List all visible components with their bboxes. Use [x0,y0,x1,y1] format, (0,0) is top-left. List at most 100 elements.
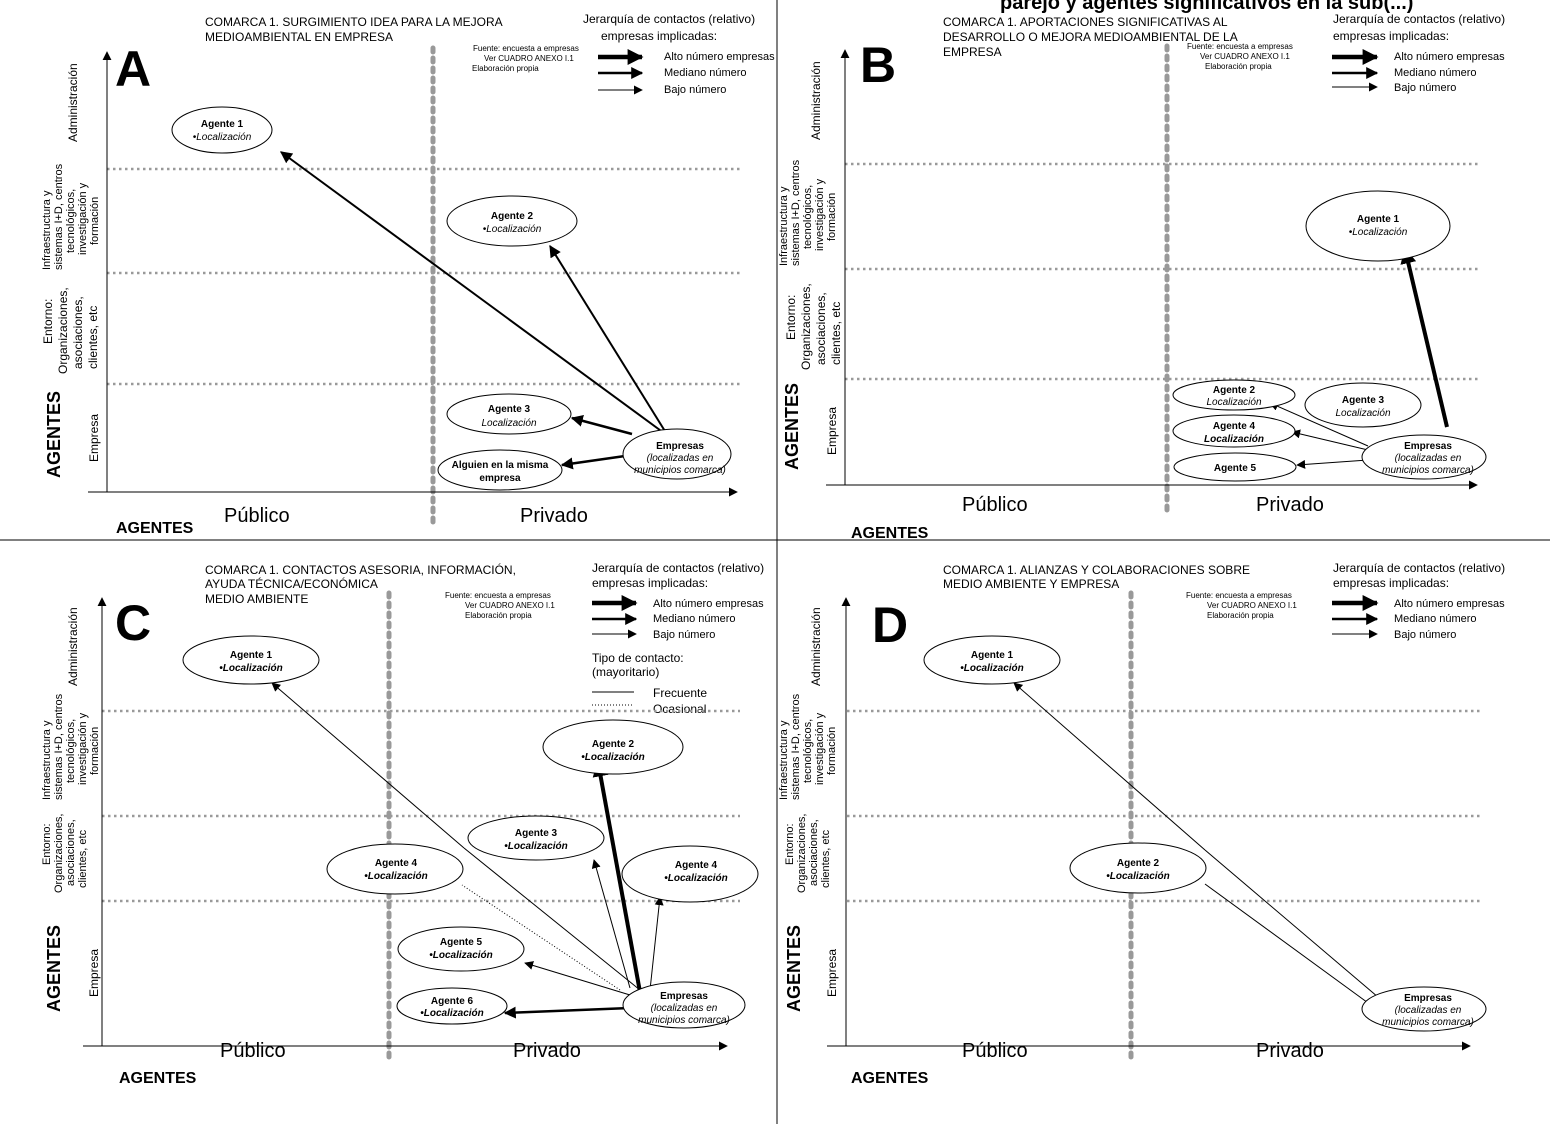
agent-location: Localización [1204,434,1264,445]
agent-node [446,195,578,247]
y-level-label: Entorno: [41,299,55,344]
companies-node [622,981,746,1029]
y-level-label: investigación y [814,712,826,785]
contact-arrow [1400,247,1449,428]
agent-location: •Localización [429,950,493,961]
y-level-label: Empresa [87,414,101,462]
panel-title-line: COMARCA 1. APORTACIONES SIGNIFICATIVAS A… [943,15,1228,29]
agent-name: Agente 1 [1357,214,1400,225]
companies-location: municipios comarca) [1382,1017,1474,1028]
y-level-label: Administración [809,607,823,686]
source-line: Elaboración propia [1207,611,1274,620]
agent-node [397,926,525,972]
agent-location: Localización [1335,408,1390,419]
agent-node [182,635,320,685]
contact-arrow [463,847,641,991]
y-level-label: Infraestructura y [41,190,53,270]
legend-label: Mediano número [1394,613,1477,625]
contact-arrow [570,414,633,436]
agent-node [171,106,273,154]
agent-name: Agente 1 [201,119,244,130]
companies-name: Empresas [1404,993,1452,1004]
agent-location: •Localización [1106,871,1170,882]
panel-title-line: MEDIO AMBIENTE [205,592,308,606]
companies-location: municipios comarca) [638,1015,730,1026]
legend-label: Bajo número [653,629,715,641]
panel-title-line: MEDIO AMBIENTE Y EMPRESA [943,577,1119,591]
y-level-label: asociaciones, [808,819,820,886]
agent-node [467,815,605,861]
contact-type-title: Tipo de contacto: [592,651,684,665]
y-level-label: formación [89,197,101,245]
agent-name: Agente 2 [1117,858,1160,869]
agent-name: Agente 6 [431,996,474,1007]
y-level-label: tecnológicos, [802,719,814,783]
agent-node [621,845,759,903]
companies-node [1361,986,1487,1032]
source-line: Fuente: encuesta a empresas [473,44,579,53]
agent-name: Agente 5 [440,937,483,948]
contact-arrow [1204,849,1386,1004]
x-axis-title: AGENTES [851,1070,929,1087]
y-level-label: Empresa [825,949,839,997]
y-level-label: Infraestructura y [778,720,790,800]
panel-letter: B [860,37,896,93]
y-level-label: clientes, etc [829,302,843,365]
y-level-label: Administración [66,63,80,142]
x-category-label: Privado [1256,494,1324,516]
legend-title: Jerarquía de contactos (relativo) [1333,561,1505,575]
x-axis-title: AGENTES [851,525,929,542]
y-level-label: Entorno: [41,823,53,865]
agent-name: Agente 1 [971,650,1014,661]
companies-location: (localizadas en [1395,1005,1462,1016]
agent-node [396,987,508,1025]
x-category-label: Público [224,505,290,527]
agent-name: Agente 2 [1213,385,1256,396]
contact-arrow [1296,459,1369,469]
y-level-label: sistemas I+D, centros [790,159,802,266]
agent-node [437,449,563,491]
contact-arrow [649,896,664,991]
agent-name: Agente 3 [1342,395,1385,406]
panel-title-line: AYUDA TÉCNICA/ECONÓMICA [205,576,378,591]
y-level-label: Entorno: [784,295,798,340]
y-level-label: Administración [66,607,80,686]
agent-location: •Localización [483,224,542,235]
agent-name: Agente 3 [515,828,558,839]
legend-title: empresas implicadas: [601,29,717,43]
companies-name: Empresas [1404,441,1452,452]
source-line: Ver CUADRO ANEXO I.1 [1207,601,1297,610]
companies-name: Empresas [660,991,708,1002]
legend-label: Alto número empresas [664,51,775,63]
legend-label: Alto número empresas [1394,51,1505,63]
y-level-label: investigación y [77,182,89,255]
panel-c: C COMARCA 1. CONTACTOS ASESORIA, INFORMA… [41,561,764,1087]
legend-label: Mediano número [664,67,747,79]
contact-arrow [1204,883,1376,1009]
y-level-label: investigación y [77,712,89,785]
agent-name: empresa [479,473,521,484]
y-level-label: tecnológicos, [802,185,814,249]
agent-node [1172,379,1296,411]
x-category-label: Privado [520,505,588,527]
panel-title-line: MEDIOAMBIENTAL EN EMPRESA [205,30,393,44]
panel-title-line: DESARROLLO O MEJORA MEDIOAMBIENTAL DE LA [943,30,1238,44]
agent-location: •Localización [364,871,428,882]
contact-arrow [560,453,633,470]
companies-node [1361,434,1487,480]
panel-title-line: COMARCA 1. CONTACTOS ASESORIA, INFORMACI… [205,562,516,577]
agent-node [446,393,572,435]
legend-label: Mediano número [1394,67,1477,79]
agent-node [1305,190,1451,262]
agent-location: •Localización [420,1008,484,1019]
agent-name: Agente 4 [675,860,718,871]
legend-label: Bajo número [1394,629,1456,641]
companies-location: (localizadas en [647,453,714,464]
panel-a: A COMARCA 1. SURGIMIENTO IDEA PARA LA ME… [41,12,775,537]
contact-arrow [1291,429,1369,451]
source-line: Elaboración propia [472,64,539,73]
agent-node [1172,414,1296,448]
x-category-label: Privado [513,1040,581,1062]
agent-node [923,635,1061,685]
